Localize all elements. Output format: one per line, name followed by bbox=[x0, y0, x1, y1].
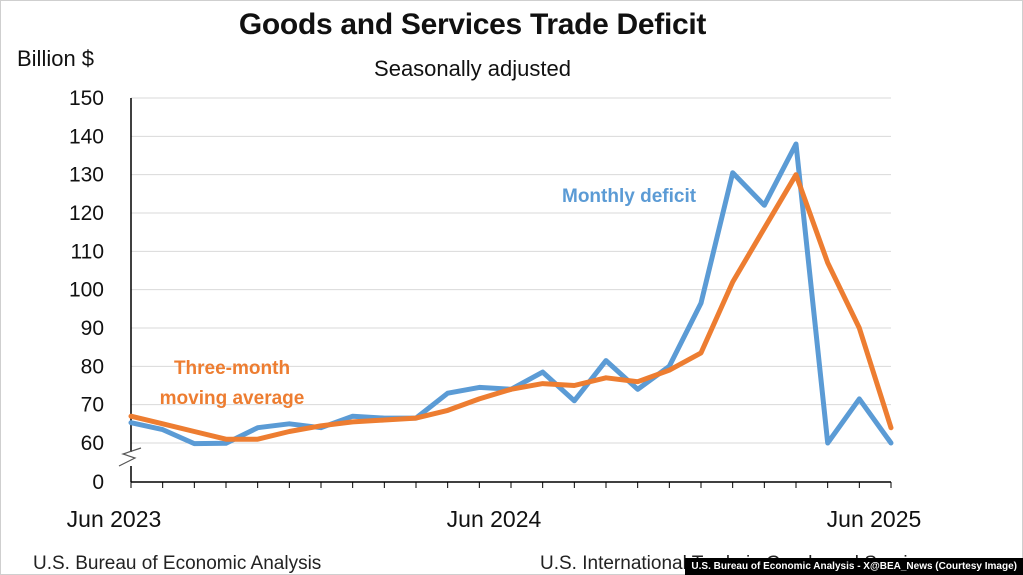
monthly-deficit-point bbox=[541, 370, 545, 374]
moving-average-point bbox=[509, 387, 513, 391]
monthly-deficit-point bbox=[826, 441, 830, 445]
moving-average-point bbox=[541, 382, 545, 386]
y-tick-label: 80 bbox=[81, 355, 104, 378]
monthly-deficit-point bbox=[794, 142, 798, 146]
moving-average-point bbox=[826, 261, 830, 265]
moving-average-point bbox=[636, 380, 640, 384]
monthly-deficit-point bbox=[857, 397, 861, 401]
x-tick-label: Jun 2023 bbox=[67, 506, 162, 532]
moving-average-annotation-line2: moving average bbox=[160, 388, 305, 409]
moving-average-point bbox=[446, 408, 450, 412]
y-tick-label: 0 bbox=[92, 471, 104, 494]
y-tick-label: 60 bbox=[81, 432, 104, 455]
moving-average-point bbox=[794, 173, 798, 177]
moving-average-point bbox=[161, 422, 165, 426]
monthly-deficit-point bbox=[604, 359, 608, 363]
moving-average-point bbox=[699, 351, 703, 355]
monthly-deficit-point bbox=[446, 391, 450, 395]
y-tick-label: 90 bbox=[81, 317, 104, 340]
monthly-deficit-annotation: Monthly deficit bbox=[562, 186, 697, 207]
monthly-deficit-point bbox=[731, 171, 735, 175]
moving-average-point bbox=[731, 280, 735, 284]
monthly-deficit-point bbox=[889, 441, 893, 445]
moving-average-point bbox=[256, 437, 260, 441]
moving-average-point bbox=[604, 376, 608, 380]
y-tick-label: 140 bbox=[69, 125, 104, 148]
x-tick-label: Jun 2025 bbox=[827, 506, 922, 532]
monthly-deficit-point bbox=[161, 428, 165, 432]
y-tick-label: 100 bbox=[69, 279, 104, 302]
y-tick-label: 70 bbox=[81, 394, 104, 417]
y-tick-label: 110 bbox=[71, 240, 104, 263]
chart-subtitle: Seasonally adjusted bbox=[374, 56, 571, 81]
monthly-deficit-point bbox=[636, 387, 640, 391]
moving-average-point bbox=[857, 326, 861, 330]
y-axis-label: Billion $ bbox=[17, 46, 95, 71]
axis-break-marker bbox=[118, 447, 142, 467]
chart-title: Goods and Services Trade Deficit bbox=[238, 8, 707, 41]
monthly-deficit-point bbox=[477, 385, 481, 389]
monthly-deficit-point bbox=[762, 203, 766, 207]
moving-average-point bbox=[572, 384, 576, 387]
moving-average-point bbox=[889, 426, 893, 430]
monthly-deficit-point bbox=[287, 422, 291, 426]
moving-average-point bbox=[667, 368, 671, 372]
monthly-deficit-point bbox=[224, 441, 228, 445]
monthly-deficit-point bbox=[256, 426, 260, 430]
moving-average-point bbox=[762, 226, 766, 230]
moving-average-point bbox=[414, 416, 418, 420]
moving-average-point bbox=[129, 414, 133, 418]
y-tick-label: 130 bbox=[69, 164, 104, 187]
monthly-deficit-point bbox=[572, 399, 576, 403]
monthly-deficit-point bbox=[699, 301, 703, 305]
x-tick-label: Jun 2024 bbox=[447, 506, 542, 532]
y-tick-label: 150 bbox=[69, 87, 104, 110]
monthly-deficit-point bbox=[351, 414, 355, 418]
moving-average-point bbox=[192, 430, 196, 433]
moving-average-point bbox=[351, 420, 355, 424]
moving-average-point bbox=[477, 397, 481, 401]
moving-average-annotation-line1: Three-month bbox=[174, 358, 290, 379]
moving-average-point bbox=[382, 418, 386, 422]
monthly-deficit-point bbox=[192, 442, 196, 446]
moving-average-point bbox=[319, 424, 323, 428]
moving-average-point bbox=[287, 430, 291, 433]
image-credit: U.S. Bureau of Economic Analysis - X@BEA… bbox=[685, 558, 1023, 575]
y-tick-label: 120 bbox=[69, 202, 104, 225]
source-left: U.S. Bureau of Economic Analysis bbox=[33, 553, 322, 574]
moving-average-point bbox=[224, 437, 228, 441]
monthly-deficit-point bbox=[129, 421, 133, 425]
